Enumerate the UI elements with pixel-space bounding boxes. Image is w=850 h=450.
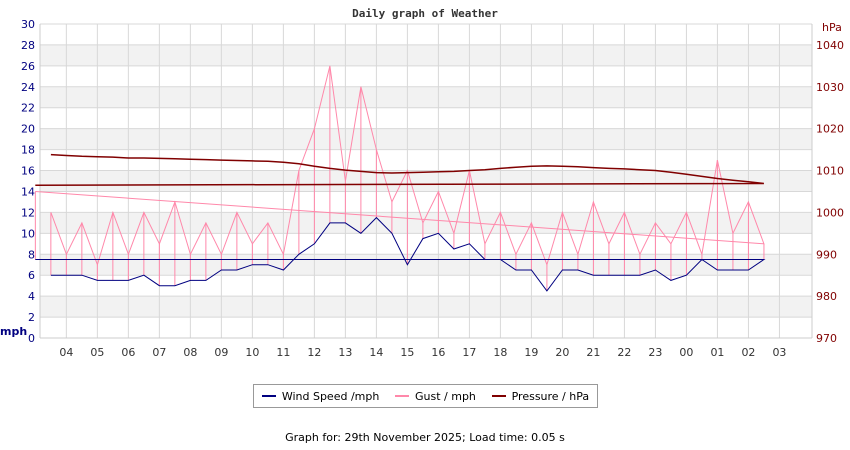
y-tick-label: 18	[21, 144, 35, 157]
grid-band	[40, 128, 812, 150]
x-tick-label: 20	[555, 346, 569, 359]
y2-tick-label: 980	[816, 290, 837, 303]
series-line-wind	[35, 216, 766, 292]
x-tick-label: 00	[679, 346, 693, 359]
series-line-pressure	[35, 153, 764, 186]
x-tick-label: 17	[462, 346, 476, 359]
y-tick-label: 2	[28, 311, 35, 324]
y-tick-label: 0	[28, 332, 35, 345]
x-tick-label: 03	[772, 346, 786, 359]
x-tick-label: 07	[152, 346, 166, 359]
x-tick-label: 06	[121, 346, 135, 359]
grid-band	[40, 86, 812, 108]
y2-unit-label: hPa	[822, 21, 842, 34]
legend-item: Wind Speed /mph	[261, 389, 380, 403]
y-tick-label: 10	[21, 227, 35, 240]
y2-tick-label: 990	[816, 248, 837, 261]
legend-swatch	[491, 395, 506, 397]
y2-tick-label: 1010	[816, 165, 844, 178]
grid-band	[40, 296, 812, 318]
legend-item: Gust / mph	[395, 390, 476, 403]
legend-item: Pressure / hPa	[491, 389, 590, 403]
x-tick-label: 02	[741, 346, 755, 359]
x-tick-label: 08	[183, 346, 197, 359]
x-tick-label: 16	[431, 346, 445, 359]
grid-band	[40, 44, 812, 66]
legend-swatch	[261, 395, 276, 397]
y-tick-label: 8	[28, 248, 35, 261]
y-tick-label: 4	[28, 290, 35, 303]
grid-band	[40, 212, 812, 234]
y2-tick-label: 970	[816, 332, 837, 345]
footer-status: Graph for: 29th November 2025; Load time…	[285, 431, 565, 444]
y-tick-label: 14	[21, 185, 35, 198]
y-tick-label: 20	[21, 123, 35, 136]
x-tick-label: 05	[90, 346, 104, 359]
x-tick-label: 22	[617, 346, 631, 359]
series-line-gust	[35, 65, 765, 267]
chart-svg: Daily graph of Weather 02468101214161820…	[0, 7, 844, 359]
x-tick-label: 23	[648, 346, 662, 359]
y-tick-label: 16	[21, 165, 35, 178]
x-tick-label: 14	[369, 346, 383, 359]
x-tick-label: 04	[59, 346, 73, 359]
x-tick-label: 19	[524, 346, 538, 359]
y-tick-label: 26	[21, 60, 35, 73]
x-tick-label: 21	[586, 346, 600, 359]
y2-tick-label: 1020	[816, 123, 844, 136]
x-tick-label: 01	[710, 346, 724, 359]
grid-band	[40, 170, 812, 192]
x-tick-label: 18	[493, 346, 507, 359]
legend-label: Gust / mph	[415, 389, 476, 403]
y2-tick-label: 1030	[816, 81, 844, 94]
x-tick-label: 15	[400, 346, 414, 359]
y-tick-label: 12	[21, 206, 35, 219]
legend-label: Pressure / hPa	[511, 389, 590, 403]
y2-tick-label: 1000	[816, 206, 844, 219]
y-tick-label: 28	[21, 39, 35, 52]
legend-swatch	[395, 395, 409, 397]
x-tick-label: 10	[245, 346, 259, 359]
y-tick-label: 22	[21, 102, 35, 115]
y-tick-label: 30	[21, 18, 35, 31]
x-tick-label: 12	[307, 346, 321, 359]
y-unit-label: mph	[0, 325, 27, 338]
y-tick-label: 24	[21, 81, 35, 94]
chart-title: Daily graph of Weather	[352, 7, 498, 20]
x-tick-label: 13	[338, 346, 352, 359]
legend: Wind Speed /mph Gust / mph Pressure / hPa	[253, 384, 598, 408]
legend-label: Wind Speed /mph	[281, 389, 380, 403]
x-tick-label: 09	[214, 346, 228, 359]
x-tick-label: 11	[276, 346, 290, 359]
y-tick-label: 6	[28, 269, 35, 282]
y2-tick-label: 1040	[816, 39, 844, 52]
